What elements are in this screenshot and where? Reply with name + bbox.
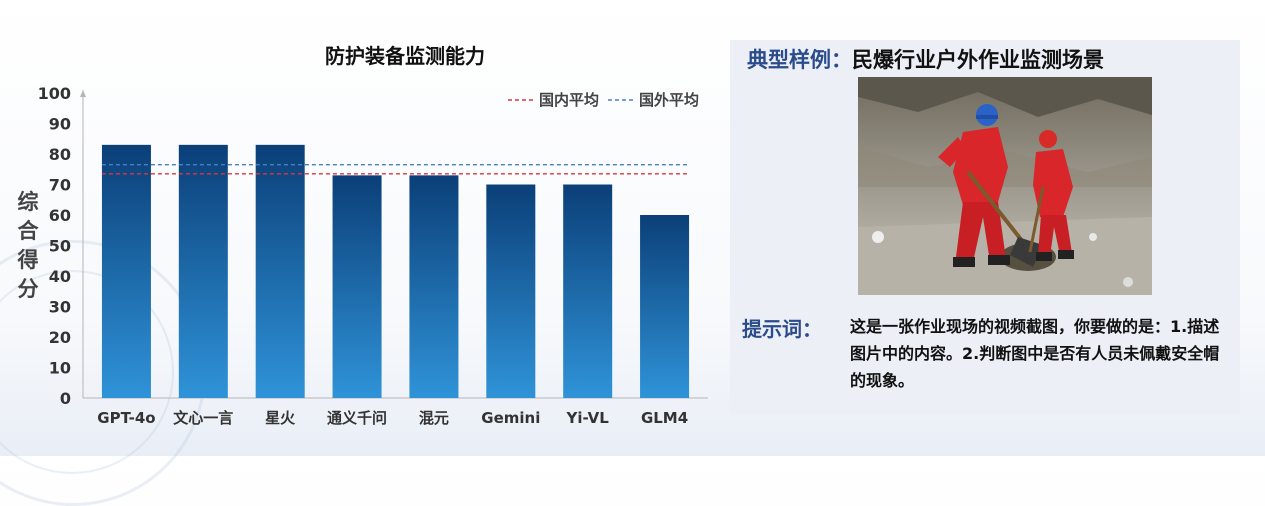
- y-tick-label: 0: [60, 389, 71, 408]
- bar: [255, 144, 305, 398]
- x-tick-label: GPT-4o: [97, 409, 155, 427]
- y-tick-label: 100: [38, 84, 71, 103]
- worksite-photo: [858, 77, 1152, 295]
- legend-label: 国内平均: [539, 91, 599, 109]
- bar: [332, 175, 382, 398]
- worksite-photo-illustration: [858, 77, 1152, 295]
- bar: [563, 184, 613, 398]
- panel-title: 典型样例：民爆行业户外作业监测场景: [747, 44, 1104, 74]
- y-tick-label: 60: [49, 206, 71, 225]
- worker-1: [938, 104, 1043, 267]
- bar-chart: 防护装备监测能力 0 10 20 30 40 50 60 70 80 90 100 GPT-4o 文心一…: [38, 44, 708, 427]
- bar: [486, 184, 536, 398]
- chart-title: 防护装备监测能力: [325, 44, 485, 68]
- y-axis-label-char: 分: [17, 277, 39, 301]
- y-axis-label-char: 得: [17, 248, 39, 272]
- worker-2: [1028, 130, 1074, 261]
- x-tick-label: 混元: [419, 409, 449, 427]
- bar: [101, 144, 151, 398]
- y-tick-label: 70: [49, 176, 71, 195]
- y-axis-arrow: [80, 90, 86, 97]
- x-tick-label: 通义千问: [327, 409, 387, 427]
- y-axis-label-char: 合: [17, 219, 39, 243]
- prompt-label: 提示词：: [742, 317, 822, 341]
- x-tick-label: 星火: [265, 409, 296, 427]
- y-tick-label: 90: [49, 115, 71, 134]
- prompt-text: 这是一张作业现场的视频截图，你要做的是：1.描述图片中的内容。2.判断图中是否有…: [850, 317, 1220, 390]
- bar: [640, 215, 690, 398]
- x-tick-label: GLM4: [641, 409, 688, 427]
- y-tick-label: 40: [49, 267, 71, 286]
- x-tick-label: Gemini: [481, 409, 540, 427]
- y-tick-label: 50: [49, 237, 71, 256]
- y-axis-label-char: 综: [17, 190, 39, 214]
- panel-title-value: 民爆行业户外作业监测场景: [852, 48, 1104, 72]
- bar: [409, 175, 459, 398]
- legend-label: 国外平均: [639, 91, 699, 109]
- y-tick-label: 20: [49, 328, 71, 347]
- y-tick-label: 10: [49, 359, 71, 378]
- y-tick-label: 80: [49, 145, 71, 164]
- panel-title-key: 典型样例：: [747, 48, 852, 72]
- y-tick-label: 30: [49, 298, 71, 317]
- x-tick-label: Yi-VL: [566, 409, 610, 427]
- y-axis-label: 综合得分: [14, 188, 42, 304]
- x-tick-label: 文心一言: [173, 409, 233, 427]
- bar: [178, 144, 228, 398]
